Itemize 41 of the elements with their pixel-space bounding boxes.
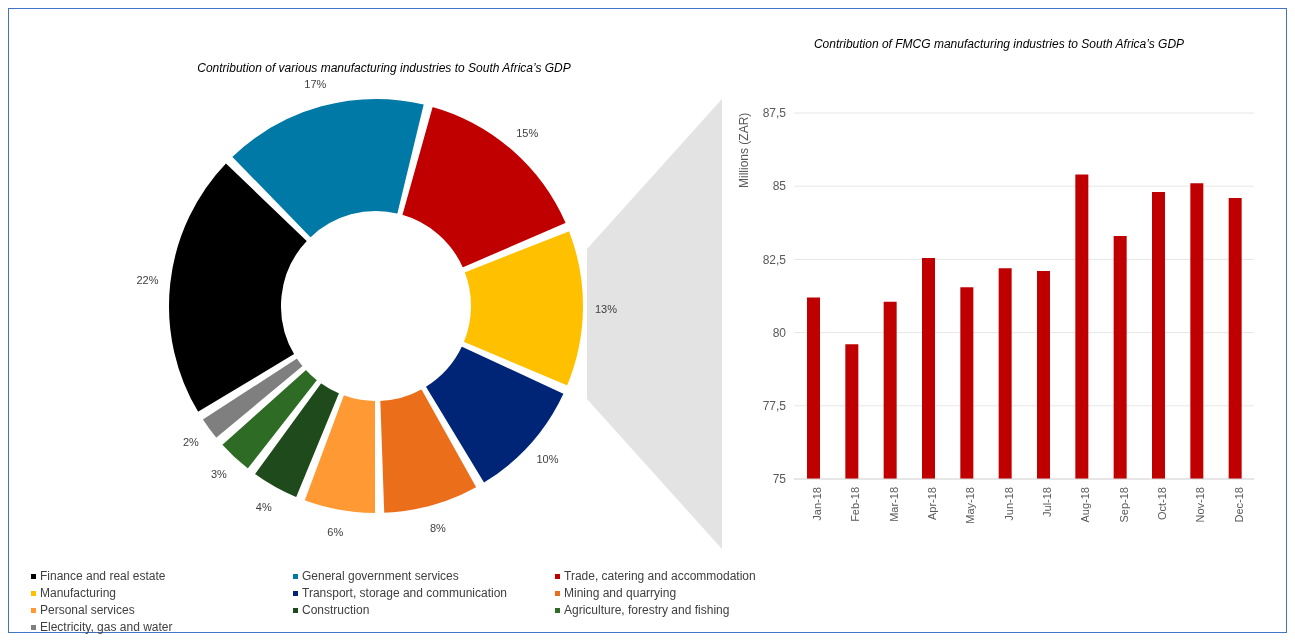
legend-label: Construction: [302, 603, 370, 617]
x-tick-label: Oct-18: [1155, 487, 1168, 521]
data-label: 17%: [304, 78, 327, 91]
data-label: 4%: [255, 500, 272, 513]
x-tick-label: Aug-18: [1079, 487, 1092, 523]
x-tick-label: Mar-18: [887, 487, 900, 522]
x-tick-label: Dec-18: [1232, 487, 1245, 523]
data-label: 3%: [210, 467, 228, 480]
data-label: 6%: [327, 526, 344, 539]
y-tick-label: 80: [772, 325, 787, 340]
chart-title: Contribution of FMCG manufacturing industries to South Africa’s GDP: [812, 37, 1186, 51]
legend-label: General government services: [302, 569, 459, 583]
legend-label: Agriculture, forestry and fishing: [564, 603, 730, 617]
legend-label: Mining and quarrying: [564, 586, 677, 600]
legend-label: Manufacturing: [40, 586, 117, 600]
legend-label: Trade, catering and accommodation: [564, 569, 756, 583]
legend-label: Transport, storage and communication: [302, 586, 507, 600]
x-tick-label: Jun-18: [1002, 487, 1015, 521]
data-label: 13%: [594, 302, 618, 315]
chart-title: Contribution of various manufacturing industries to South Africa’s GDP: [196, 61, 572, 75]
y-tick-label: 82,5: [762, 252, 787, 267]
data-label: 22%: [136, 274, 159, 287]
x-tick-label: May-18: [964, 487, 977, 524]
data-label: 8%: [429, 521, 447, 534]
data-label: 10%: [536, 453, 559, 466]
x-tick-label: Feb-18: [849, 487, 862, 522]
x-tick-label: Apr-18: [925, 487, 938, 521]
data-label: 15%: [516, 126, 539, 139]
data-label: 2%: [182, 436, 200, 449]
x-tick-label: Jul-18: [1040, 487, 1053, 517]
y-tick-label: 77,5: [762, 399, 787, 414]
x-tick-label: Sep-18: [1117, 487, 1130, 523]
y-axis-title: Millions (ZAR): [736, 112, 751, 188]
legend-label: Electricity, gas and water: [40, 620, 173, 634]
x-tick-label: Nov-18: [1194, 487, 1207, 523]
y-tick-label: 75: [772, 472, 787, 487]
y-tick-label: 85: [772, 179, 787, 194]
y-tick-label: 87,5: [762, 106, 787, 121]
x-tick-label: Jan-18: [810, 487, 823, 521]
legend-label: Personal services: [40, 603, 135, 617]
legend-label: Finance and real estate: [40, 569, 166, 583]
